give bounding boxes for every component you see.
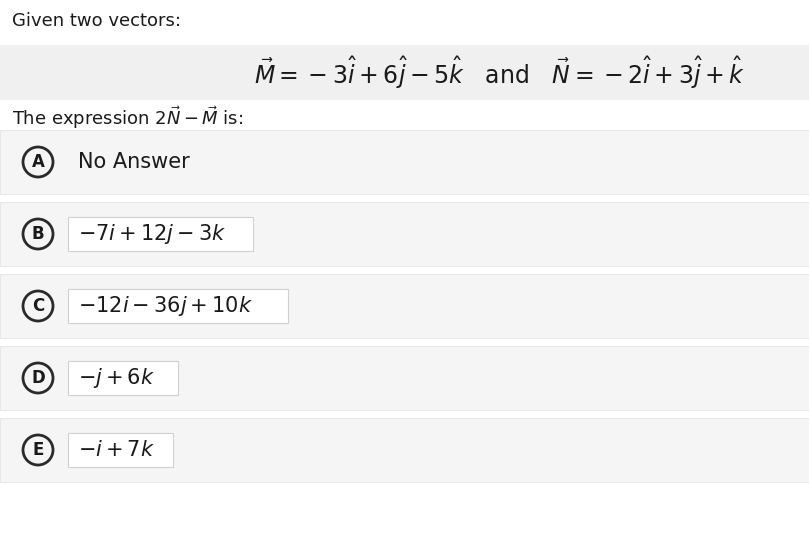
Text: B: B — [32, 225, 44, 243]
Text: $- 7i + 12j - 3k$: $- 7i + 12j - 3k$ — [78, 222, 227, 246]
Text: $-j + 6k$: $-j + 6k$ — [78, 366, 155, 390]
FancyBboxPatch shape — [68, 433, 173, 467]
FancyBboxPatch shape — [0, 274, 809, 338]
Text: C: C — [32, 297, 44, 315]
Text: $-i + 7k$: $-i + 7k$ — [78, 440, 155, 460]
FancyBboxPatch shape — [68, 217, 253, 251]
FancyBboxPatch shape — [0, 346, 809, 410]
FancyBboxPatch shape — [0, 418, 809, 482]
FancyBboxPatch shape — [68, 361, 178, 395]
FancyBboxPatch shape — [0, 202, 809, 266]
Text: D: D — [31, 369, 44, 387]
FancyBboxPatch shape — [0, 45, 809, 100]
Text: $\vec{M} = -3\hat{i} + 6\hat{j} - 5\hat{k}$   and   $\vec{N} = -2\hat{i} + 3\hat: $\vec{M} = -3\hat{i} + 6\hat{j} - 5\hat{… — [255, 54, 746, 91]
Text: The expression $2\vec{N} - \vec{M}$ is:: The expression $2\vec{N} - \vec{M}$ is: — [12, 104, 244, 131]
Text: No Answer: No Answer — [78, 152, 190, 172]
Text: $- 12i - 36j + 10k$: $- 12i - 36j + 10k$ — [78, 294, 252, 318]
Text: E: E — [32, 441, 44, 459]
FancyBboxPatch shape — [0, 130, 809, 194]
Text: Given two vectors:: Given two vectors: — [12, 12, 181, 30]
Text: A: A — [32, 153, 44, 171]
FancyBboxPatch shape — [68, 289, 288, 323]
